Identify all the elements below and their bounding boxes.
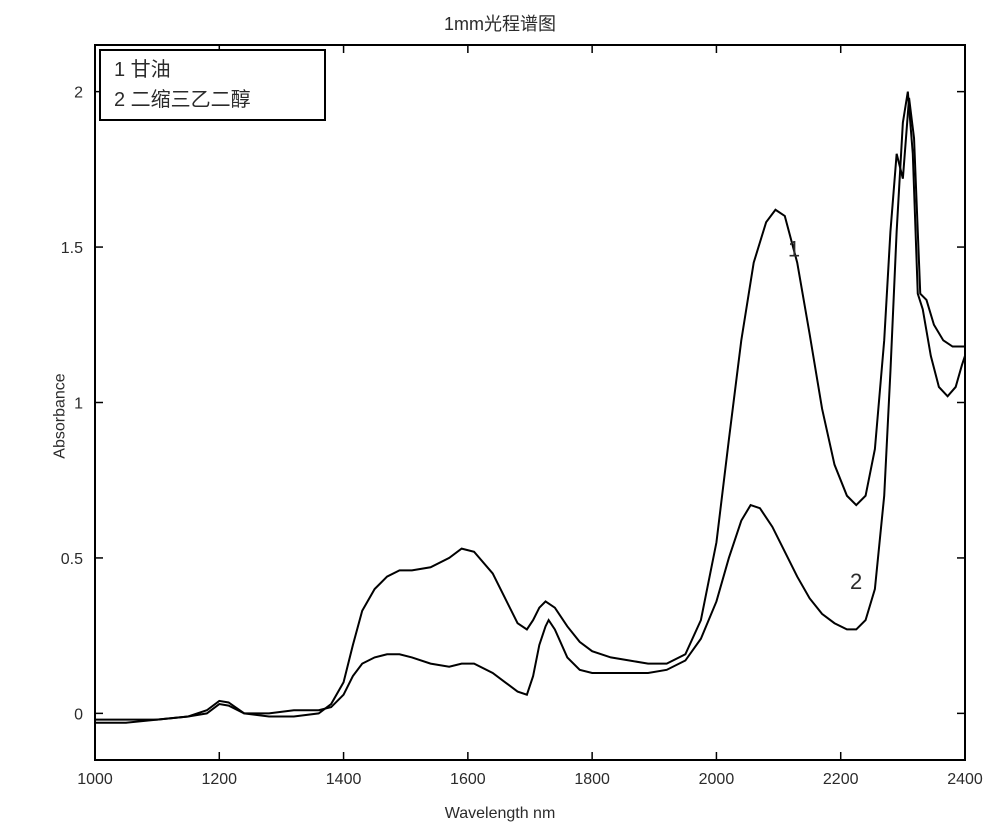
- spectrum-chart: 1mm光程谱图 Absorbance Wavelength nm 1000120…: [0, 0, 1000, 831]
- chart-svg: 1000 1200 1400 1600 1800 2000 2200 2400 0 0.5 1 1.5…: [0, 0, 1000, 831]
- legend-item: 1 甘油: [114, 58, 171, 81]
- x-axis-label: Wavelength nm: [0, 805, 1000, 823]
- series-1: [95, 98, 965, 723]
- x-tick-label: 1600: [450, 771, 486, 788]
- x-tick-label: 1800: [574, 771, 610, 788]
- x-tick-label: 2400: [947, 771, 983, 788]
- series-annotation: 2: [850, 569, 862, 594]
- series-annotation: 1: [788, 236, 800, 261]
- x-tick-label: 1400: [326, 771, 362, 788]
- x-tick-label: 1000: [77, 771, 113, 788]
- y-tick-label: 1: [74, 396, 83, 413]
- y-tick-label: 2: [74, 85, 83, 102]
- legend-item: 2 二缩三乙二醇: [114, 88, 251, 111]
- y-tick-label: 0.5: [61, 551, 83, 568]
- x-tick-label: 2200: [823, 771, 859, 788]
- y-tick-label: 0: [74, 706, 83, 723]
- y-axis-label: Absorbance: [52, 373, 70, 458]
- chart-title: 1mm光程谱图: [0, 10, 1000, 36]
- plot-area: [95, 45, 965, 760]
- y-tick-label: 1.5: [61, 240, 83, 257]
- x-tick-label: 2000: [699, 771, 735, 788]
- x-tick-label: 1200: [201, 771, 237, 788]
